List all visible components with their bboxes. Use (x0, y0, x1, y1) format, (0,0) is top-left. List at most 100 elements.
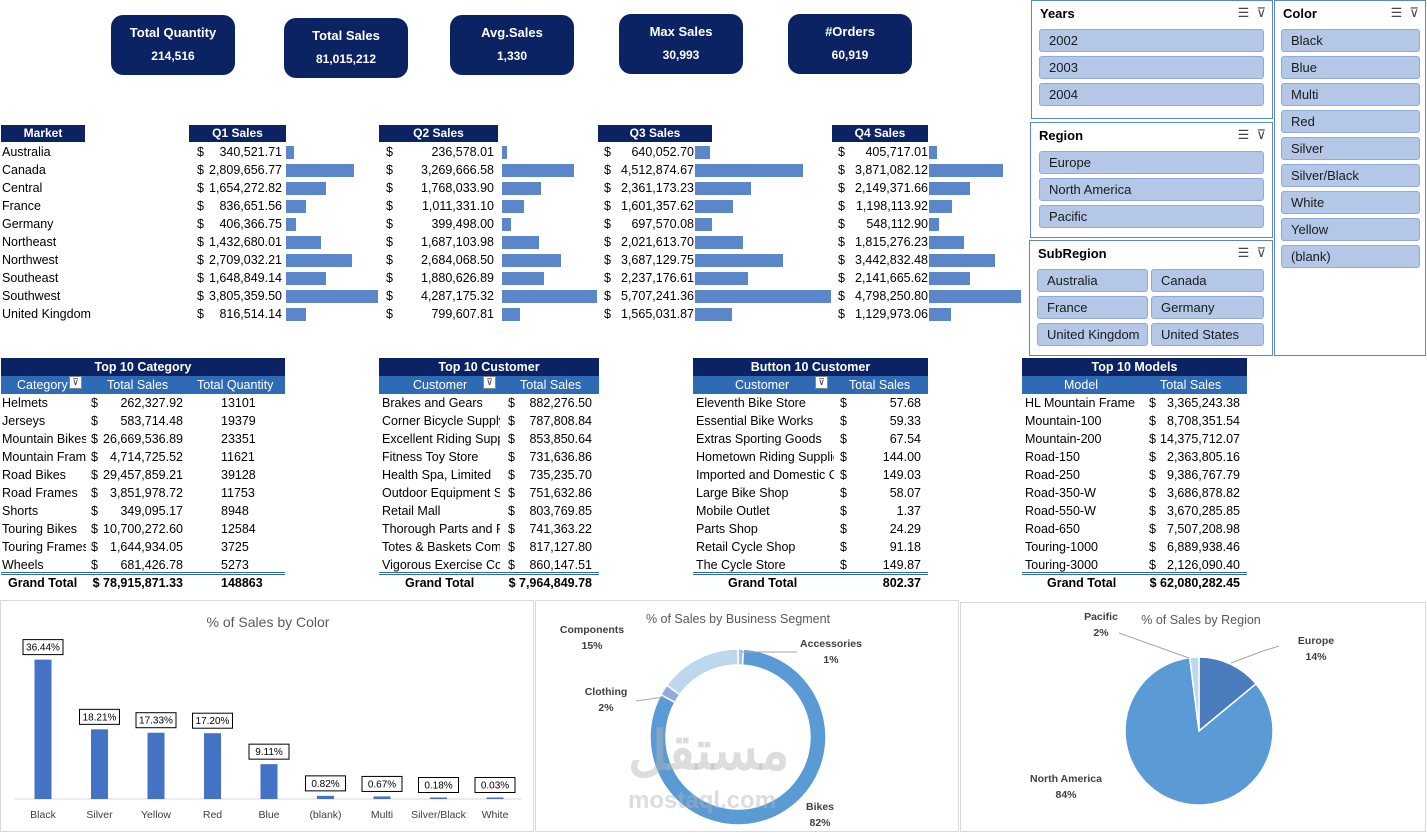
category-tick-label: Blue (258, 809, 279, 821)
multi-select-icon[interactable]: ☰ (1237, 245, 1250, 260)
slicer-item-germany[interactable]: Germany (1151, 296, 1264, 319)
slicer-item-color[interactable]: Silver/Black (1281, 164, 1420, 187)
slice-label: Accessories (800, 638, 862, 650)
bottom-customer-title: Button 10 Customer (693, 358, 928, 376)
multi-select-icon[interactable]: ☰ (1237, 5, 1250, 20)
quarter-value: 2,237,176.61 (621, 271, 694, 285)
kpi-label: Max Sales (649, 24, 713, 39)
multi-select-icon[interactable]: ☰ (1237, 127, 1250, 142)
slicer-item-color[interactable]: Red (1281, 110, 1420, 133)
data-bar (502, 236, 539, 249)
kpi-label: Total Quantity (129, 25, 217, 40)
filter-icon[interactable]: ⊽ (69, 376, 82, 389)
market-name: Australia (2, 145, 51, 159)
row-sales: 803,769.85 (529, 504, 592, 518)
slicer-item-2002[interactable]: 2002 (1039, 29, 1264, 52)
slicer-item-canada[interactable]: Canada (1151, 269, 1264, 292)
total-sales-header: Total Sales (849, 378, 911, 392)
clear-filter-icon[interactable]: ⊽ (1256, 5, 1266, 20)
clear-filter-icon[interactable]: ⊽ (1256, 127, 1266, 142)
row-label: Road-650 (1025, 522, 1080, 536)
sales-by-color-chart: Black 36.44% Silver 18.21% Yellow 17.33% Red 17… (15, 639, 521, 821)
clear-filter-icon[interactable]: ⊽ (1409, 5, 1419, 20)
top-customer-header-row: Customer ⊽ Total Sales (379, 376, 599, 394)
row-label: Jerseys (2, 414, 46, 428)
multi-select-icon[interactable]: ☰ (1390, 5, 1403, 20)
data-bar (929, 254, 995, 267)
slicer-item-color[interactable]: Silver (1281, 137, 1420, 160)
data-label: 18.21% (83, 712, 117, 723)
slice-percent: 2% (1093, 627, 1109, 639)
slicer-item-2004[interactable]: 2004 (1039, 83, 1264, 106)
currency-symbol: $ (197, 145, 204, 159)
data-bar (502, 272, 544, 285)
data-bar (286, 254, 352, 267)
data-bar (286, 200, 306, 213)
quarter-value: 1,601,357.62 (621, 199, 694, 213)
category-tick-label: Red (203, 809, 222, 821)
slicer-item-australia[interactable]: Australia (1037, 269, 1148, 292)
slice-percent: 84% (1055, 789, 1077, 801)
row-sales: 787,808.84 (529, 414, 592, 428)
bar-silverblack (430, 797, 447, 799)
slicer-item-color[interactable]: White (1281, 191, 1420, 214)
slicer-item-pacific[interactable]: Pacific (1039, 205, 1264, 228)
filter-icon[interactable]: ⊽ (815, 376, 828, 389)
bar-red (204, 733, 221, 799)
grand-total-label: Grand Total (728, 576, 798, 590)
slicer-item-north-america[interactable]: North America (1039, 178, 1264, 201)
row-sales: 91.18 (889, 540, 921, 554)
category-tick-label: Multi (371, 809, 393, 821)
filter-icon[interactable]: ⊽ (483, 376, 496, 389)
row-sales: 1.37 (896, 504, 921, 518)
data-bar (695, 200, 733, 213)
row-sales: 3,365,243.38 (1167, 396, 1240, 410)
bar-silver (91, 729, 108, 799)
data-bar (502, 164, 574, 177)
currency-symbol: $ (91, 396, 98, 410)
slicer-title: Region (1039, 128, 1084, 143)
slicer-item-color[interactable]: Black (1281, 29, 1420, 52)
slicer-item-united-states[interactable]: United States (1151, 323, 1264, 346)
slicer-item-2003[interactable]: 2003 (1039, 56, 1264, 79)
kpi-avg-sales: Avg.Sales 1,330 (450, 15, 574, 75)
slicer-item-color[interactable]: Blue (1281, 56, 1420, 79)
leader-line (1118, 632, 1190, 659)
row-sales: 24.29 (889, 522, 921, 536)
currency-symbol: $ (604, 253, 611, 267)
row-label: Road-250 (1025, 468, 1080, 482)
market-name: Northeast (2, 235, 57, 249)
data-bar (502, 146, 507, 159)
currency-symbol: $ (508, 540, 515, 554)
slicer-item-europe[interactable]: Europe (1039, 151, 1264, 174)
clear-filter-icon[interactable]: ⊽ (1256, 245, 1266, 260)
business-segment-chart: Accessories 1% Bikes 82% Clothing 2% Component… (560, 624, 862, 829)
q4-header: Q4 Sales (832, 125, 928, 142)
row-sales: 735,235.70 (529, 468, 592, 482)
row-label: Road Bikes (2, 468, 66, 482)
sales-by-region-panel: % of Sales by Region Europe 14% North Amer… (960, 602, 1426, 832)
data-bar (502, 290, 597, 303)
currency-symbol: $ (838, 145, 845, 159)
grand-total-rule (693, 572, 928, 575)
slicer-item-color[interactable]: Multi (1281, 83, 1420, 106)
slicer-item-france[interactable]: France (1037, 296, 1148, 319)
market-name: Germany (2, 217, 54, 231)
watermark-latin: mostaql.com (628, 787, 777, 814)
kpi-label: Avg.Sales (481, 25, 543, 40)
market-header: Market (1, 125, 85, 142)
quarter-value: 340,521.71 (219, 145, 282, 159)
category-tick-label: Yellow (141, 809, 171, 821)
category-tick-label: Black (30, 809, 56, 821)
row-label: Helmets (2, 396, 48, 410)
quarter-value: 406,366.75 (219, 217, 282, 231)
row-sales: 144.00 (882, 450, 921, 464)
quarter-value: 548,112.90 (866, 217, 928, 231)
data-bar (695, 308, 732, 321)
row-quantity: 11753 (221, 486, 255, 500)
slicer-item-color[interactable]: (blank) (1281, 245, 1420, 268)
slicer-item-color[interactable]: Yellow (1281, 218, 1420, 241)
currency-symbol: $ (508, 468, 515, 482)
slicer-item-united-kingdom[interactable]: United Kingdom (1037, 323, 1148, 346)
row-label: Mountain Frames (2, 450, 86, 464)
